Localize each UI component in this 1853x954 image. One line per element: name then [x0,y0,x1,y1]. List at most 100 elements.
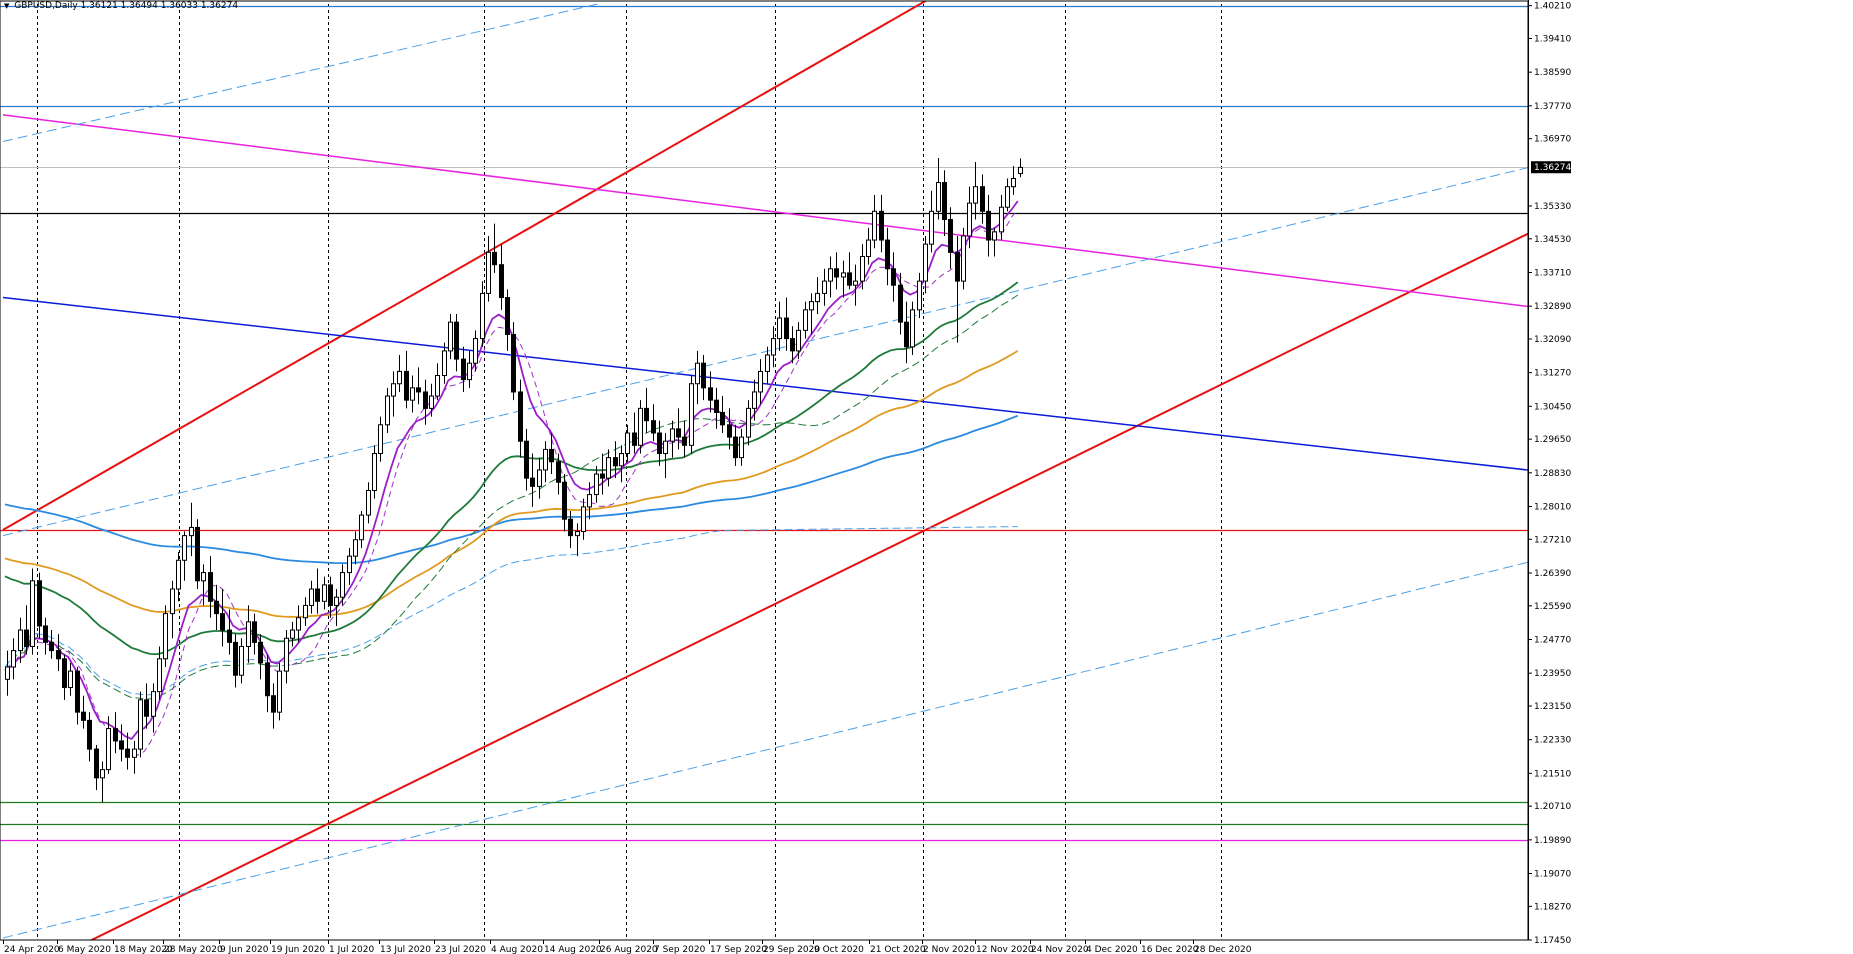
indicators [4,200,1019,758]
candle [632,412,637,454]
candle [822,268,827,306]
candle-body [75,670,80,713]
price-tick-label: 1.30450 [1534,402,1571,412]
candle-body [765,354,770,372]
candle [727,408,732,450]
time-tick-label: 17 Sep 2020 [710,945,767,954]
candle [290,621,295,647]
header-arrow-icon[interactable]: ▼ [4,2,10,10]
candle-body [689,383,694,446]
candle-body [936,182,941,212]
candle [518,379,523,458]
candle [891,252,896,302]
candle [163,605,168,667]
candle-body [796,329,801,352]
candle-body [144,699,149,717]
candle-body [727,424,732,438]
candle-body [803,309,808,331]
candle [284,630,289,684]
candle-body [898,284,903,323]
candle-body [220,613,225,631]
candle-body [777,317,782,340]
candle-body [100,769,105,779]
candle [910,301,915,355]
candle [220,589,225,647]
candle [347,547,352,585]
candle [62,654,67,700]
candle [644,387,649,433]
candle [30,568,35,655]
candle-body [714,399,719,413]
candle-body [682,436,687,446]
time-tick-label: 24 Nov 2020 [1031,945,1089,954]
plot-frame [0,0,1529,941]
candle-body [663,440,668,455]
sma50-dashed-line [4,294,1019,700]
time-tick-label: 9 Jun 2020 [220,945,269,954]
candle-body [252,621,257,643]
candle [1018,158,1023,178]
red-channel-lower [91,232,1528,940]
time-tick-label: 6 May 2020 [58,945,111,954]
candle [309,580,314,614]
candle [404,350,409,409]
candle-body [834,268,839,278]
candle [955,235,960,343]
candle-body [556,461,561,483]
candle [847,252,852,290]
candle-body [340,572,345,598]
candle-body [815,292,820,303]
candle [733,424,738,466]
candle [170,580,175,639]
time-tick-label: 12 Nov 2020 [976,945,1034,954]
candle [182,531,187,581]
price-tick-label: 1.23150 [1534,702,1571,712]
price-tick-label: 1.19890 [1534,836,1571,846]
candle-body [961,235,966,282]
candle-body [625,432,630,455]
candle-body [632,432,637,446]
candle-body [651,420,656,434]
candle-body [170,588,175,615]
candle [505,289,510,351]
candle [119,724,124,762]
blue-dashed-upper [2,3,599,143]
blue-dashed-lower [2,561,1528,939]
candle [657,420,662,466]
candle-body [467,362,472,381]
candle [581,498,586,540]
candle-body [448,321,453,352]
candle-body [518,391,523,442]
candle [575,523,580,557]
candle-body [828,268,833,282]
candle-body [24,629,29,647]
candle-body [695,362,700,385]
candle [454,313,459,372]
price-tick-label: 1.35330 [1534,202,1571,212]
candle-body [853,280,858,286]
candle-body [746,407,751,438]
candle-body [885,239,890,270]
price-tick-label: 1.22330 [1534,736,1571,746]
candle-body [644,407,649,422]
price-tick-label: 1.19070 [1534,869,1571,879]
candle [917,272,922,319]
candle-body [246,621,251,647]
candle [879,194,884,253]
candle [663,433,668,479]
candle-body [872,210,877,241]
candle [315,568,320,614]
candle [340,564,345,606]
candle [372,445,377,499]
candle-body [284,637,289,672]
candle-body [701,362,706,389]
candle [511,322,516,401]
candle [132,740,137,774]
candle-body [258,641,263,664]
candle-body [151,691,156,717]
candle [853,264,858,306]
candle [11,638,16,680]
candle-body [733,436,738,459]
